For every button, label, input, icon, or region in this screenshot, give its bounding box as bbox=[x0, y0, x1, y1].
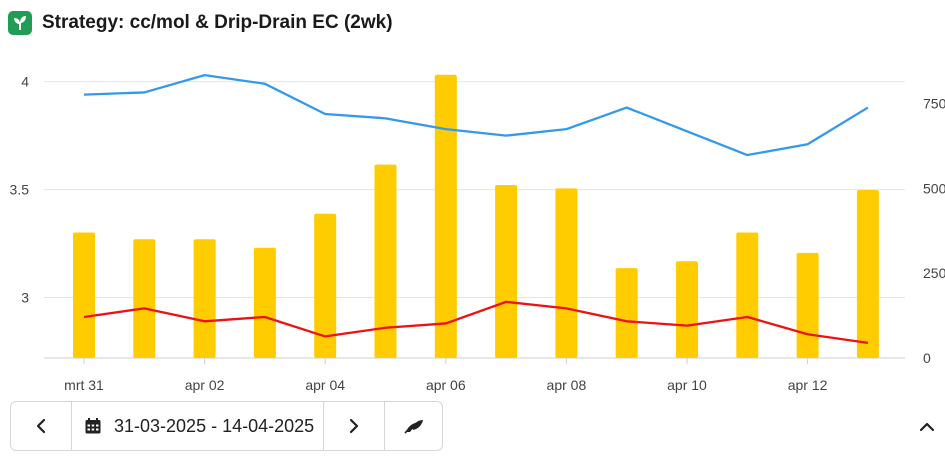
chart-grid bbox=[44, 81, 905, 359]
left-tick-label: 3 bbox=[21, 290, 29, 306]
sprout-icon bbox=[8, 11, 32, 35]
date-range-text: 31-03-2025 - 14-04-2025 bbox=[114, 415, 315, 436]
next-period-button[interactable] bbox=[324, 402, 385, 450]
x-tick-label: apr 08 bbox=[547, 377, 587, 393]
bar bbox=[314, 213, 337, 358]
bar-series bbox=[73, 74, 879, 359]
chevron-up-icon bbox=[919, 422, 935, 432]
bar bbox=[856, 190, 879, 358]
x-tick-label: apr 06 bbox=[426, 377, 466, 393]
bar bbox=[193, 239, 216, 358]
x-tick-label: mrt 31 bbox=[64, 377, 104, 393]
right-axis: 0 250 500 750 bbox=[923, 96, 945, 366]
plant-filter-button[interactable] bbox=[385, 402, 442, 450]
bar bbox=[73, 232, 95, 358]
plant-icon bbox=[403, 420, 423, 434]
page-title: Strategy: cc/mol & Drip-Drain EC (2wk) bbox=[42, 12, 393, 33]
series-line bbox=[83, 74, 869, 157]
line-series bbox=[83, 74, 869, 345]
x-axis: mrt 31 apr 02 apr 04 apr 06 apr 08 apr 10 apr … bbox=[64, 358, 828, 393]
previous-period-button[interactable] bbox=[11, 402, 72, 450]
bar bbox=[615, 268, 638, 358]
bar bbox=[133, 239, 156, 358]
x-tick-label: apr 10 bbox=[667, 377, 707, 393]
calendar-icon bbox=[85, 418, 101, 434]
series-line bbox=[83, 300, 869, 345]
x-tick-label: apr 04 bbox=[305, 377, 345, 393]
chevron-left-icon bbox=[36, 418, 46, 434]
chevron-right-icon bbox=[349, 418, 359, 434]
bar bbox=[555, 188, 578, 358]
bar bbox=[796, 252, 819, 358]
bar bbox=[374, 164, 397, 358]
x-tick-label: apr 02 bbox=[185, 377, 225, 393]
chart-header: Strategy: cc/mol & Drip-Drain EC (2wk) bbox=[8, 9, 393, 37]
left-tick-label: 3.5 bbox=[10, 182, 30, 198]
right-tick-label: 750 bbox=[923, 96, 945, 112]
bar bbox=[676, 261, 698, 358]
bar bbox=[434, 74, 457, 359]
bar bbox=[253, 247, 276, 358]
bar bbox=[495, 184, 518, 358]
x-tick-label: apr 12 bbox=[788, 377, 828, 393]
collapse-button[interactable] bbox=[914, 414, 940, 440]
left-tick-label: 4 bbox=[21, 74, 29, 90]
right-tick-label: 500 bbox=[923, 180, 945, 196]
right-tick-label: 0 bbox=[923, 350, 931, 366]
left-axis: 33.54 bbox=[10, 74, 30, 306]
date-range-controls: 31-03-2025 - 14-04-2025 bbox=[10, 401, 443, 451]
bar bbox=[736, 232, 759, 358]
right-tick-label: 250 bbox=[923, 265, 945, 281]
date-range-picker[interactable]: 31-03-2025 - 14-04-2025 bbox=[72, 402, 324, 450]
